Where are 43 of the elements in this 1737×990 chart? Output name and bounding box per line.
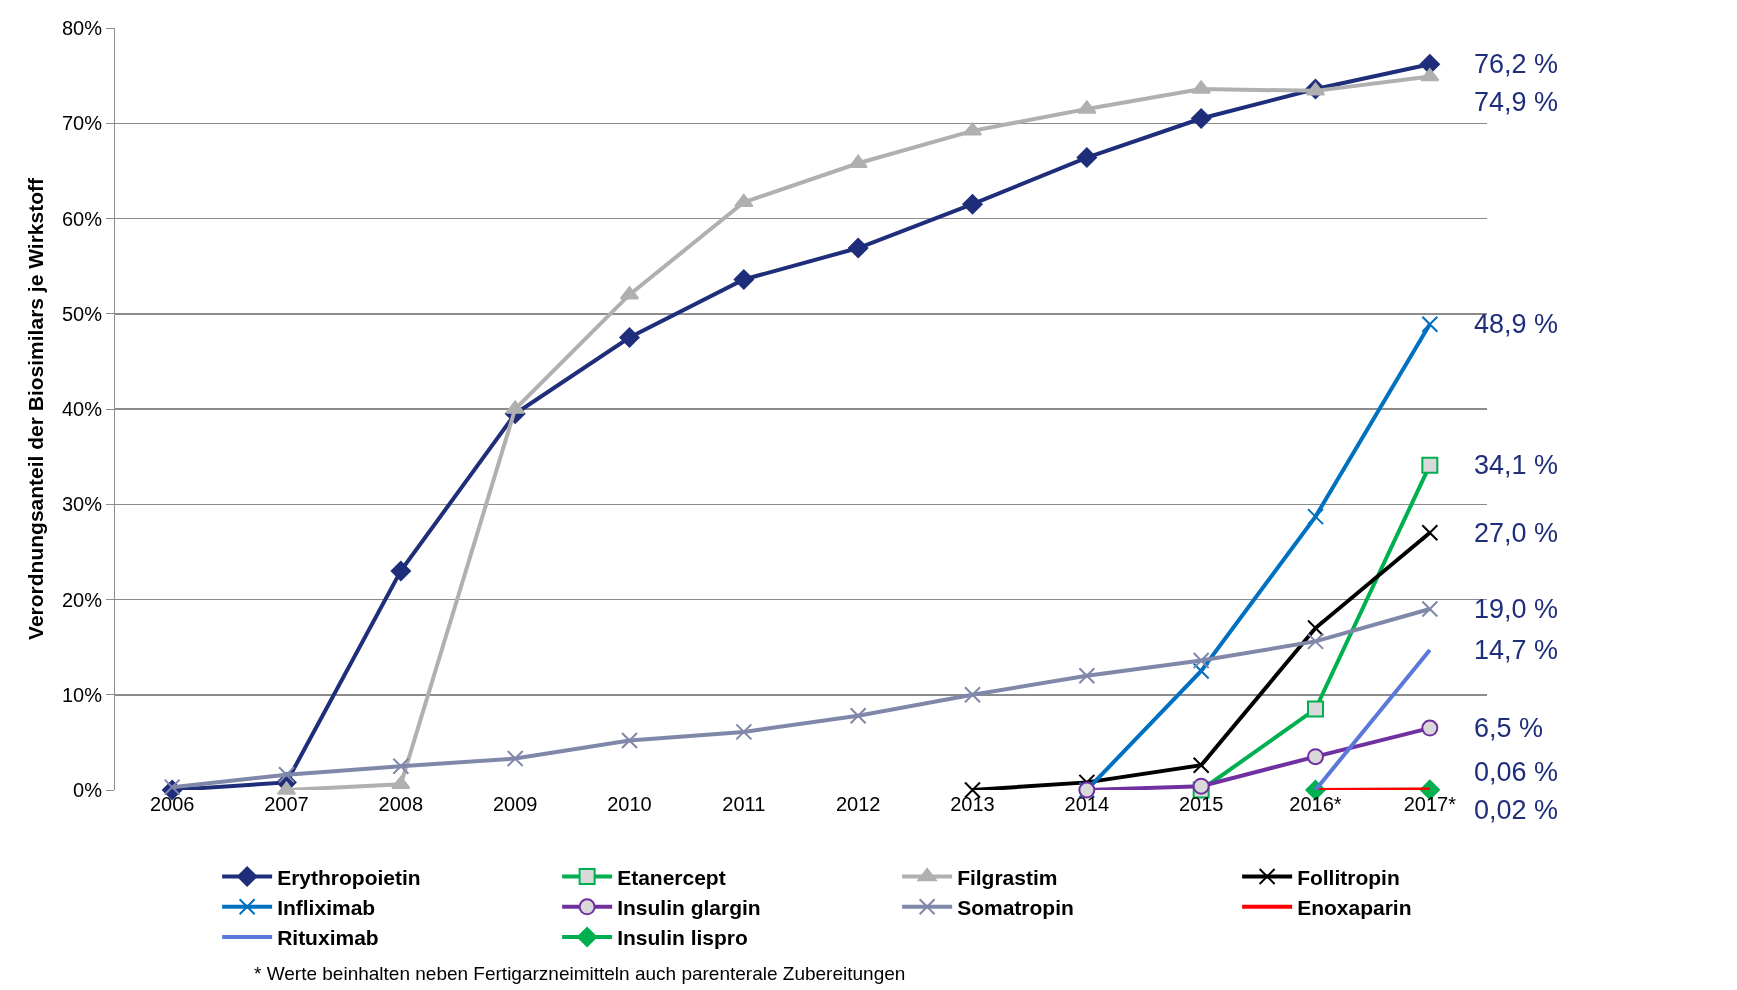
x-tick-label: 2011 [722, 793, 766, 815]
y-tick-label: 0% [73, 779, 103, 801]
legend-label: Infliximab [277, 895, 376, 919]
y-tick-label: 10% [61, 683, 103, 706]
y-tick-label: 20% [61, 588, 103, 611]
data-label: 48,9 % [1474, 309, 1559, 339]
y-axis-title: Verordnungsanteil der Biosimilars je Wirkstoff [24, 177, 48, 640]
y-tick-label: 50% [61, 302, 103, 325]
data-label: 34,1 % [1474, 450, 1559, 480]
y-tick-label: 80% [61, 17, 103, 39]
legend-label: Rituximab [277, 926, 379, 950]
x-tick-label: 2007 [264, 793, 309, 815]
data-label: 19,0 % [1474, 594, 1559, 624]
data-label: 14,7 % [1474, 635, 1559, 665]
x-tick-label: 2012 [835, 793, 881, 815]
x-tick-label: 2009 [492, 793, 538, 815]
x-tick-label: 2014 [1064, 793, 1110, 815]
x-tick-label: 2006 [149, 793, 195, 815]
data-label: 0,02 % [1474, 795, 1559, 825]
legend-label: Insulin lispro [617, 926, 748, 950]
y-tick-label: 70% [61, 112, 103, 135]
legend-label: Follitropin [1297, 865, 1400, 889]
legend-label: Filgrastim [957, 865, 1058, 889]
data-label: 74,9 % [1474, 87, 1559, 117]
data-label: 6,5 % [1474, 713, 1544, 743]
legend-label: Enoxaparin [1297, 895, 1412, 919]
y-tick-label: 60% [61, 207, 103, 230]
data-label: 0,06 % [1474, 757, 1559, 787]
y-tick-label: 40% [61, 398, 103, 420]
data-label: 76,2 % [1474, 49, 1559, 79]
text: * Werte beinhalten neben Fertigarzneimitteln auch parenterale Zubereitungen [254, 963, 906, 984]
legend-label: Erythropoietin [277, 865, 421, 889]
x-tick-label: 2017* [1403, 793, 1457, 815]
legend-label: Etanercept [617, 865, 726, 889]
x-tick-label: 2010 [607, 793, 652, 815]
legend-label: Somatropin [957, 895, 1074, 919]
x-tick-label: 2015 [1178, 793, 1224, 815]
x-tick-label: 2008 [378, 793, 424, 815]
x-tick-label: 2013 [950, 793, 995, 815]
y-tick-label: 30% [61, 493, 103, 516]
legend-label: Insulin glargin [617, 895, 761, 919]
x-tick-label: 2016* [1289, 793, 1342, 815]
data-label: 27,0 % [1474, 518, 1559, 548]
